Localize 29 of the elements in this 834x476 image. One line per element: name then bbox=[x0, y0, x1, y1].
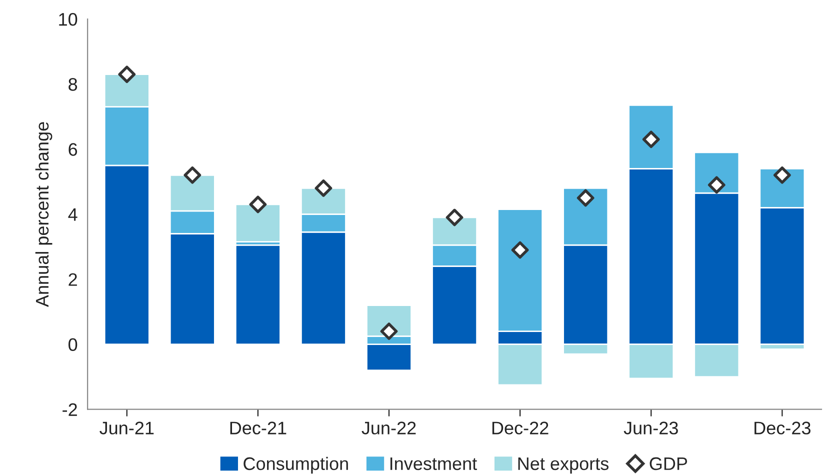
y-tick-label: 4 bbox=[68, 208, 78, 221]
bar bbox=[234, 244, 281, 345]
point bbox=[184, 166, 202, 184]
x-tick-label: Jun-23 bbox=[624, 422, 678, 434]
point bbox=[446, 208, 464, 226]
y-tick-label: 8 bbox=[68, 78, 78, 91]
point bbox=[118, 66, 136, 84]
point bbox=[380, 322, 398, 340]
x-tick-label: Jun-21 bbox=[100, 422, 154, 434]
legend-label: Investment bbox=[390, 458, 477, 470]
legend-label: GDP bbox=[650, 457, 688, 470]
point bbox=[511, 241, 529, 259]
y-axis-title: Annual percent change bbox=[35, 122, 52, 308]
x-tick-label: Dec-22 bbox=[492, 422, 548, 434]
point bbox=[314, 180, 332, 197]
legend-label: Net exports bbox=[518, 458, 609, 474]
x-tick-label: Dec-23 bbox=[754, 422, 810, 434]
y-tick-label: 0 bbox=[68, 338, 78, 352]
point bbox=[576, 189, 594, 207]
y-tick-label: 2 bbox=[68, 273, 77, 286]
x-tick-label: Jun-22 bbox=[362, 422, 416, 434]
legend-label: Consumption bbox=[244, 456, 348, 474]
point bbox=[774, 166, 791, 184]
y-tick-label: 6 bbox=[68, 143, 78, 156]
point bbox=[249, 196, 267, 214]
y-tick-label: 10 bbox=[59, 12, 78, 26]
y-tick-label: -2 bbox=[62, 403, 77, 416]
x-tick-label: Dec-21 bbox=[230, 422, 286, 434]
point bbox=[708, 176, 726, 194]
